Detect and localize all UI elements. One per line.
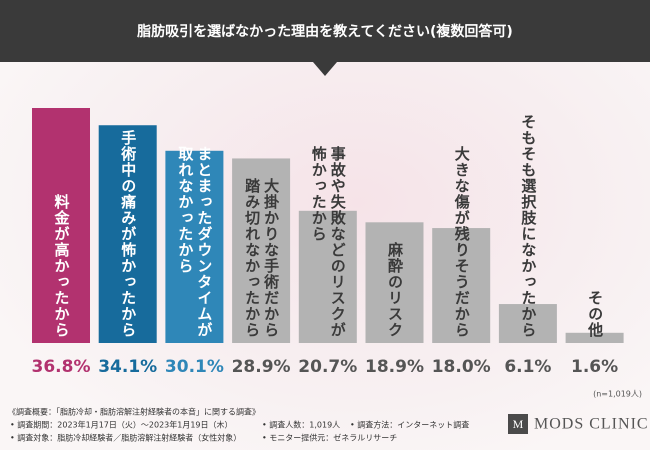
category-label: 料金が高かったから xyxy=(52,194,71,338)
category-label: 大きな傷が残りそうだから xyxy=(452,146,471,338)
bar xyxy=(165,150,224,343)
value-label: 36.8% xyxy=(32,357,91,377)
value-label: 34.1% xyxy=(98,357,157,377)
bar xyxy=(298,210,357,343)
value-label: 30.1% xyxy=(165,357,224,377)
footer-item: • 調査人数：1,019人 xyxy=(262,420,340,430)
sample-note: (n=1,019人) xyxy=(593,390,642,399)
value-label: 20.7% xyxy=(298,357,357,377)
footer-item: • 調査方法：インターネット調査 xyxy=(350,420,469,430)
value-label: 1.6% xyxy=(571,357,618,377)
logo-text: MODS CLINIC xyxy=(534,416,649,433)
bar xyxy=(365,222,424,343)
value-label: 18.0% xyxy=(432,357,491,377)
bar xyxy=(32,108,90,343)
bar xyxy=(432,228,491,343)
value-label: 18.9% xyxy=(365,357,424,377)
category-label: そもそも選択肢になかったから xyxy=(519,114,538,338)
bar xyxy=(232,158,291,343)
category-label: その他 xyxy=(586,290,605,338)
footer-heading: 《調査概要：「脂肪冷却・脂肪溶解注射経験者の本音」に関する調査》 xyxy=(8,407,260,417)
footer-item: • モニター提供元：ゼネラルリサーチ xyxy=(262,433,397,443)
bar xyxy=(565,332,624,343)
logo-mark: M xyxy=(513,417,524,431)
category-label: 大掛かりな手術だから 踏み切れなかったから xyxy=(243,178,281,338)
logo-box xyxy=(508,414,528,434)
category-label: 麻酔のリスク xyxy=(386,242,404,338)
category-label: 手術中の痛みが怖かったから xyxy=(119,130,138,338)
chart-title: 脂肪吸引を選ばなかった理由を教えてください(複数回答可) xyxy=(136,23,513,40)
category-label: 事故や失敗などのリスクが 怖かったから xyxy=(309,146,347,338)
value-label: 28.9% xyxy=(232,357,291,377)
bar xyxy=(498,304,557,343)
category-label: まとまったダウンタイムが 取れなかったから xyxy=(176,146,214,338)
header-pointer xyxy=(313,62,337,76)
footer-item: • 調査期間：2023年1月17日（火）〜2023年1月19日（木） xyxy=(10,420,233,430)
header-bar xyxy=(0,0,650,62)
bar xyxy=(98,125,157,343)
footer-item: • 調査対象：脂肪冷却経験者／脂肪溶解注射経験者（女性対象） xyxy=(10,433,241,443)
value-label: 6.1% xyxy=(504,357,551,377)
